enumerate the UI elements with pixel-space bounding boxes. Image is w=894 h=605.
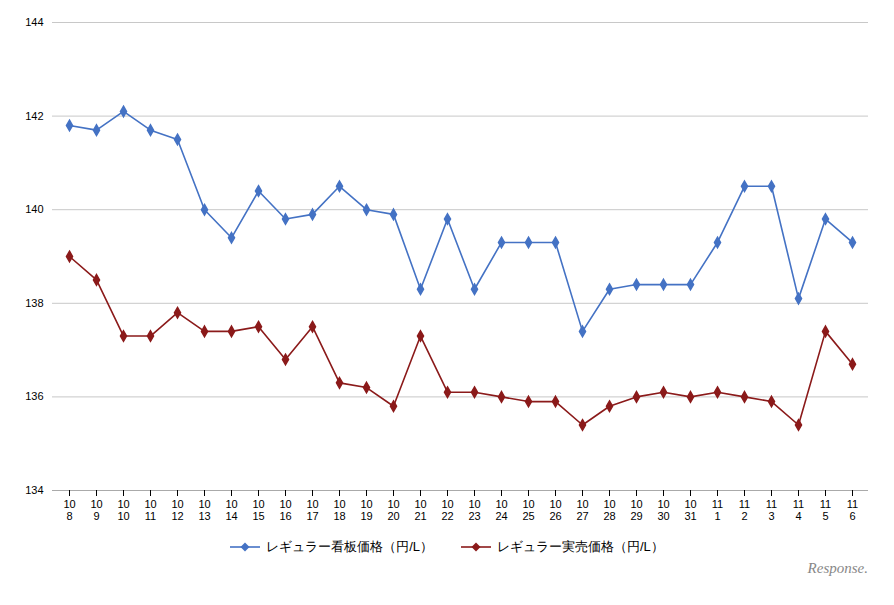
svg-text:1023: 1023 (468, 498, 480, 522)
svg-text:1011: 1011 (144, 498, 156, 522)
svg-text:1013: 1013 (198, 498, 210, 522)
html-text:レギュラー看板価格（円/L）: レギュラー看板価格（円/L） (266, 539, 433, 554)
svg-text:111: 111 (712, 498, 723, 522)
svg-text:1019: 1019 (360, 498, 372, 522)
html-text:レギュラー実売価格（円/L）: レギュラー実売価格（円/L） (497, 539, 664, 554)
svg-text:1015: 1015 (252, 498, 264, 522)
svg-text:116: 116 (847, 498, 858, 522)
svg-text:144: 144 (25, 16, 43, 28)
svg-text:138: 138 (25, 297, 43, 309)
svg-text:1017: 1017 (306, 498, 318, 522)
svg-text:1010: 1010 (117, 498, 129, 522)
svg-text:140: 140 (25, 203, 43, 215)
svg-text:1029: 1029 (630, 498, 642, 522)
svg-text:1028: 1028 (603, 498, 615, 522)
svg-text:1026: 1026 (549, 498, 561, 522)
svg-text:1027: 1027 (576, 498, 588, 522)
html-text:Response.: Response. (807, 560, 868, 576)
svg-text:1016: 1016 (279, 498, 291, 522)
svg-text:1018: 1018 (333, 498, 345, 522)
svg-text:142: 142 (25, 110, 43, 122)
svg-text:1021: 1021 (414, 498, 426, 522)
svg-text:1025: 1025 (522, 498, 534, 522)
svg-text:1014: 1014 (225, 498, 237, 522)
svg-text:134: 134 (25, 484, 43, 496)
svg-text:113: 113 (766, 498, 777, 522)
svg-text:108: 108 (63, 498, 75, 522)
svg-text:1030: 1030 (657, 498, 669, 522)
svg-text:114: 114 (793, 498, 804, 522)
svg-text:1020: 1020 (387, 498, 399, 522)
svg-text:1031: 1031 (684, 498, 696, 522)
svg-text:1012: 1012 (171, 498, 183, 522)
svg-text:109: 109 (90, 498, 102, 522)
svg-text:1024: 1024 (495, 498, 507, 522)
svg-text:136: 136 (25, 390, 43, 402)
svg-text:112: 112 (739, 498, 750, 522)
svg-text:1022: 1022 (441, 498, 453, 522)
svg-text:115: 115 (820, 498, 831, 522)
